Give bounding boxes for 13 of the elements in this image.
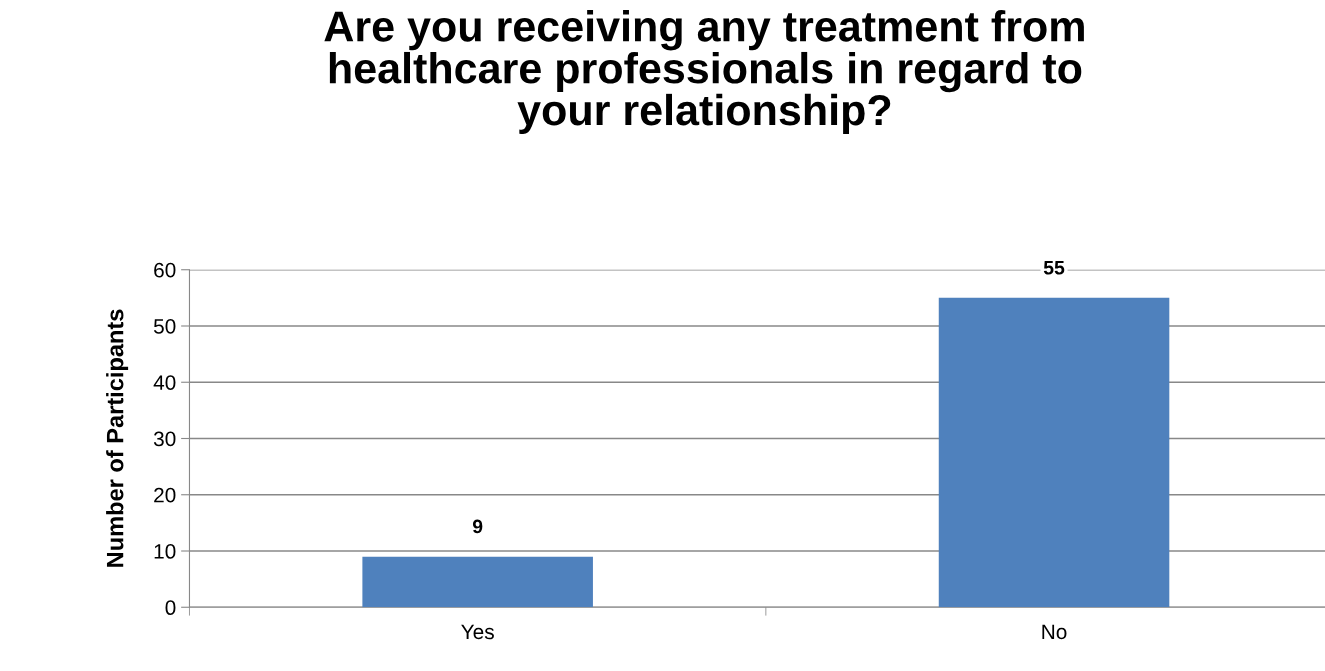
data-label: 9 bbox=[472, 519, 483, 534]
y-tick-label: 0 bbox=[165, 600, 176, 616]
x-tick-label: No bbox=[1042, 624, 1067, 640]
data-label: 55 bbox=[1043, 261, 1065, 275]
y-tick-label: 10 bbox=[154, 544, 176, 559]
y-axis-title: Number of Participants bbox=[106, 309, 129, 567]
y-tick-label: 20 bbox=[154, 487, 176, 503]
chart-title: Are you receiving any treatment from healthcare professionals in regard to your relationship? bbox=[324, 10, 1084, 134]
y-tick-label: 40 bbox=[153, 375, 176, 390]
x-tick-label: Yes bbox=[461, 624, 494, 640]
y-tick-label: 60 bbox=[154, 262, 176, 278]
y-tick-label: 50 bbox=[153, 319, 176, 334]
y-tick-label: 30 bbox=[153, 431, 176, 447]
